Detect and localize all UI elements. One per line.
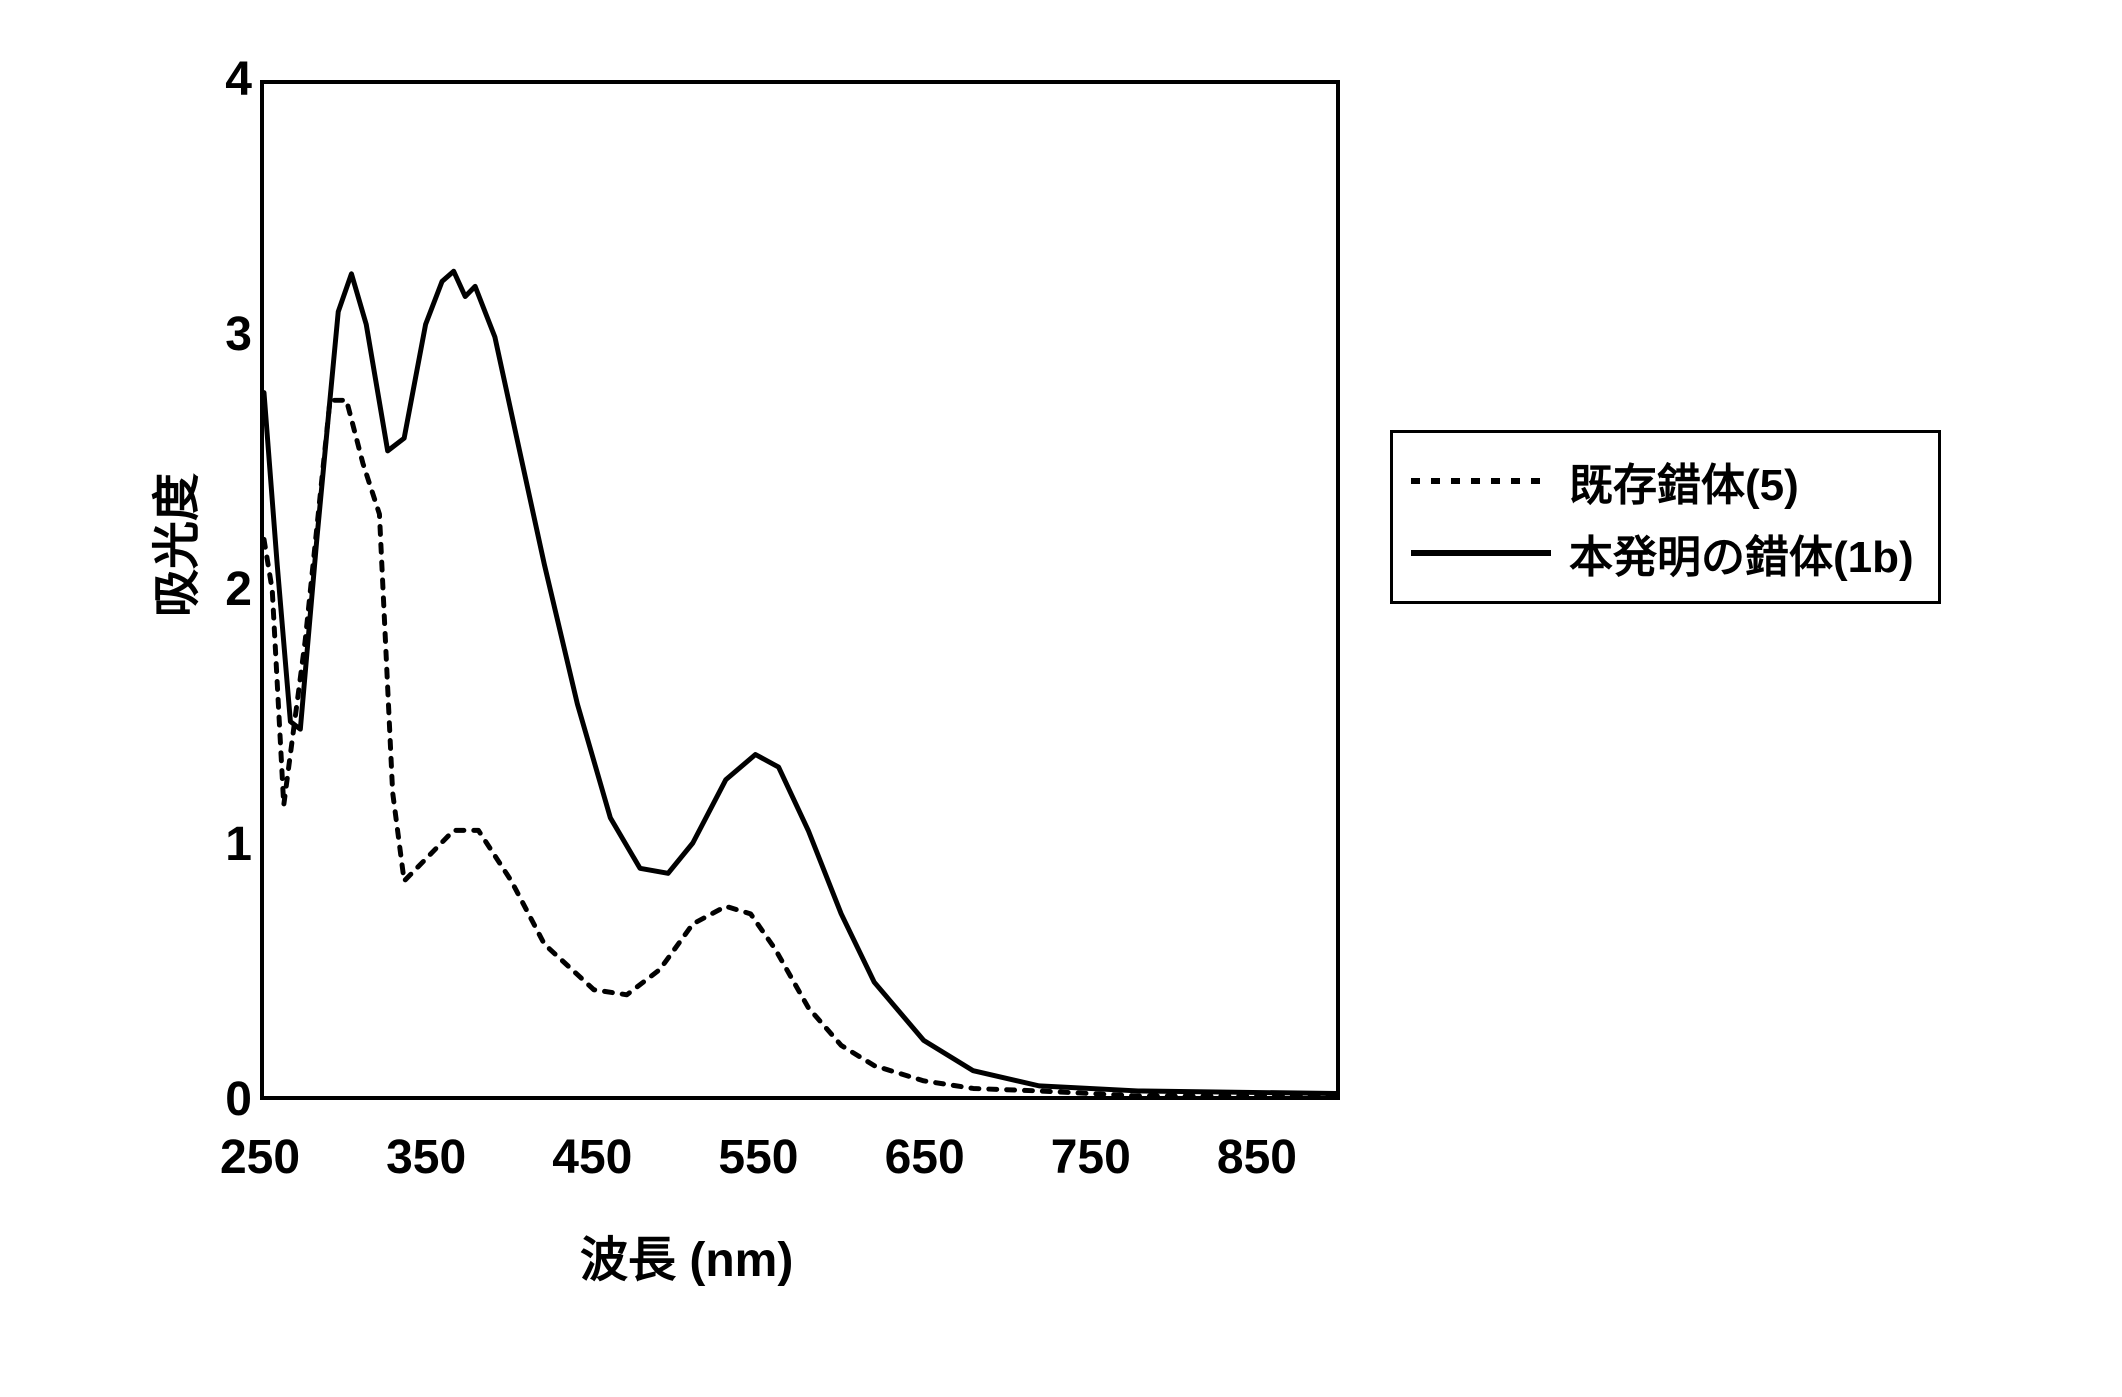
x-tick-label: 850	[1217, 1130, 1297, 1185]
y-tick-label: 3	[225, 307, 252, 362]
x-tick-label: 350	[386, 1130, 466, 1185]
x-tick-label: 450	[552, 1130, 632, 1185]
chart-lines	[264, 84, 1336, 1096]
legend-swatch-dashed	[1411, 478, 1551, 484]
x-axis-label: 波長 (nm)	[580, 1220, 793, 1290]
legend-item-invention: 本発明の錯体(1b)	[1411, 517, 1914, 589]
y-axis-label: 吸光度	[137, 473, 207, 617]
x-tick-label: 650	[885, 1130, 965, 1185]
legend: 既存錯体(5) 本発明の錯体(1b)	[1390, 430, 1941, 604]
y-tick-label: 4	[225, 52, 252, 107]
plot-area	[260, 80, 1340, 1100]
legend-label-invention: 本発明の錯体(1b)	[1569, 521, 1914, 585]
x-tick-label: 550	[718, 1130, 798, 1185]
x-tick-label: 250	[220, 1130, 300, 1185]
y-tick-label: 1	[225, 817, 252, 872]
y-tick-label: 2	[225, 562, 252, 617]
y-tick-label: 0	[225, 1072, 252, 1127]
series-line	[264, 271, 1336, 1093]
legend-item-existing: 既存錯体(5)	[1411, 445, 1914, 517]
series-line	[264, 400, 1336, 1096]
legend-swatch-solid	[1411, 550, 1551, 556]
legend-label-existing: 既存錯体(5)	[1569, 449, 1799, 513]
spectrum-chart: 吸光度 波長 (nm) 01234 250350450550650750850 …	[80, 60, 2040, 1340]
x-tick-label: 750	[1051, 1130, 1131, 1185]
